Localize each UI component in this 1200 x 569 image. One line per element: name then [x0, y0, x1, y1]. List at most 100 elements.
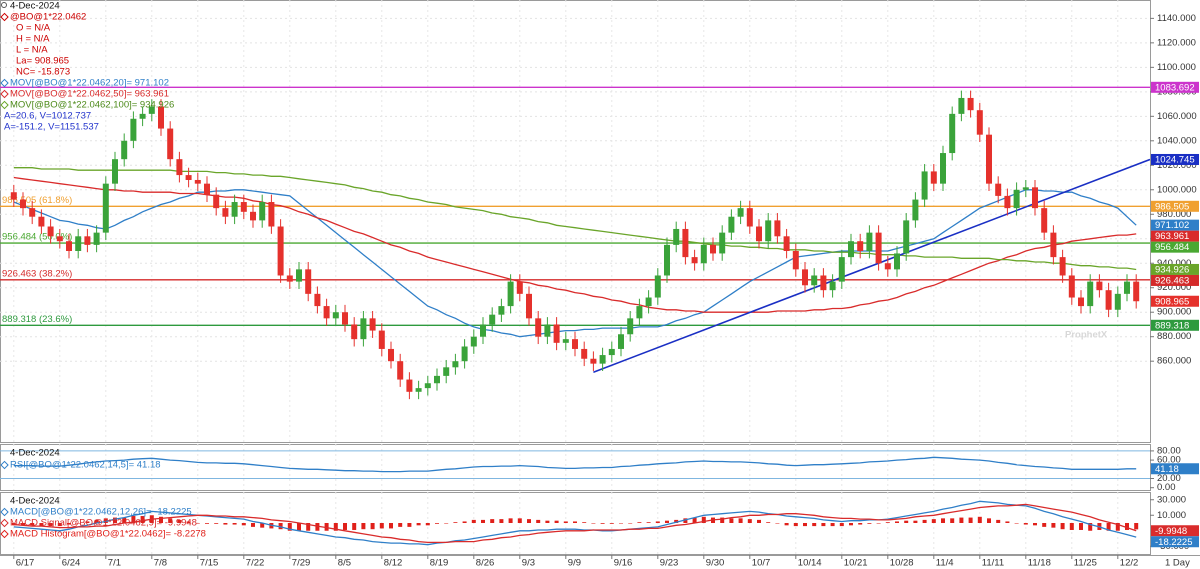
histogram-bar	[1005, 521, 1010, 523]
candle-body	[29, 208, 36, 217]
histogram-bar	[950, 518, 955, 523]
value-box	[1151, 463, 1199, 475]
histogram-bar	[849, 523, 853, 526]
candle-body	[240, 202, 247, 212]
candle-body	[66, 241, 72, 251]
candle-body	[995, 183, 1002, 196]
histogram-bar	[1060, 523, 1065, 530]
panel-date: 4-Dec-2024	[10, 448, 60, 459]
candle-body	[47, 226, 54, 237]
candle-body	[314, 293, 321, 307]
level-label: 986.505 (61.8%)	[2, 195, 72, 206]
value-box	[1151, 153, 1199, 165]
x-tick-label: 7/8	[154, 558, 167, 569]
candle-body	[746, 208, 753, 227]
histogram-bar	[619, 523, 623, 524]
histogram-bar	[122, 517, 127, 523]
legend-text: RSI[@BO@1*22.0462,14,5]= 41.18	[10, 460, 161, 471]
x-tick-label: 9/9	[568, 558, 581, 569]
candle-body	[1004, 195, 1011, 209]
candle-body	[700, 244, 707, 264]
histogram-bar	[251, 523, 255, 527]
y-tick-label: 1040.000	[1157, 135, 1197, 146]
value-box-label: 908.965	[1155, 296, 1189, 307]
y-tick-label: 60.00	[1157, 455, 1181, 466]
candle-body	[1114, 293, 1121, 310]
y-tick-label: 20.00	[1157, 473, 1181, 484]
histogram-bar	[554, 520, 559, 523]
histogram-bar	[260, 523, 265, 528]
candle-body	[360, 318, 367, 340]
candle-body	[498, 306, 505, 315]
histogram-bar	[766, 522, 771, 523]
y-tick-label: 1060.000	[1157, 111, 1197, 122]
candle-body	[378, 330, 385, 349]
value-box	[1151, 274, 1199, 286]
value-box-label: -9.9948	[1155, 526, 1187, 537]
histogram-bar	[278, 523, 283, 530]
candle-body	[618, 334, 624, 349]
y-tick-label: 980.000	[1157, 209, 1191, 220]
candle-body	[268, 202, 275, 227]
x-tick-label: 11/18	[1028, 558, 1051, 569]
histogram-bar	[195, 523, 200, 524]
interval-label: 1 Day	[1165, 558, 1190, 569]
candle-body	[921, 171, 928, 200]
candle-body	[1096, 281, 1103, 291]
histogram-bar	[563, 521, 568, 523]
histogram-bar	[867, 523, 872, 524]
candle-body	[599, 355, 606, 364]
histogram-bar	[858, 523, 863, 525]
candle-body	[424, 383, 431, 389]
candle-body	[1013, 189, 1020, 209]
header-text: MOV[@BO@1*22.0462,20]= 971.102	[10, 78, 169, 89]
y-tick-label: 900.000	[1157, 307, 1191, 318]
value-box-label: 986.505	[1155, 201, 1189, 212]
header-text: H = N/A	[16, 34, 50, 45]
header-text: MOV[@BO@1*22.0462,50]= 963.961	[10, 89, 169, 100]
candle-body	[121, 140, 128, 160]
histogram-bar	[444, 523, 449, 524]
histogram-bar	[637, 522, 642, 523]
histogram-bar	[784, 523, 789, 526]
candle-body	[802, 269, 808, 286]
histogram-bar	[462, 521, 467, 523]
candle-body	[737, 208, 744, 217]
candle-body	[940, 153, 946, 184]
x-tick-label: 6/17	[16, 558, 35, 569]
panel-date: 4-Dec-2024	[10, 496, 60, 507]
histogram-bar	[1134, 523, 1139, 530]
histogram-bar	[573, 521, 577, 523]
histogram-bar	[140, 516, 145, 523]
candle-body	[185, 175, 192, 180]
y-tick-label: 920.000	[1157, 282, 1191, 293]
candle-body	[1124, 281, 1130, 294]
histogram-bar	[1069, 523, 1074, 530]
candle-body	[636, 306, 643, 319]
candle-body	[84, 236, 91, 245]
histogram-bar	[1042, 523, 1047, 527]
candle-body	[627, 318, 634, 335]
candle-body	[443, 367, 450, 376]
histogram-bar	[94, 519, 99, 523]
histogram-bar	[214, 523, 219, 524]
histogram-bar	[812, 523, 817, 527]
candle-body	[1050, 232, 1057, 258]
candle-body	[1068, 275, 1075, 298]
histogram-bar	[361, 523, 366, 530]
histogram-bar	[655, 521, 660, 523]
candle-body	[903, 220, 910, 254]
candle-body	[1133, 281, 1140, 302]
value-box-label: 963.961	[1155, 231, 1189, 242]
candle-body	[811, 275, 818, 286]
candle-body	[719, 232, 726, 254]
candle-body	[296, 269, 302, 282]
histogram-bar	[977, 516, 982, 523]
y-tick-label: 940.000	[1157, 258, 1191, 269]
x-tick-label: 7/22	[246, 558, 264, 569]
header-text: MOV[@BO@1*22.0462,100]= 934.926	[10, 100, 174, 111]
histogram-bar	[453, 522, 458, 523]
x-tick-label: 10/14	[798, 558, 822, 569]
watermark: ProphetX	[1065, 330, 1108, 341]
